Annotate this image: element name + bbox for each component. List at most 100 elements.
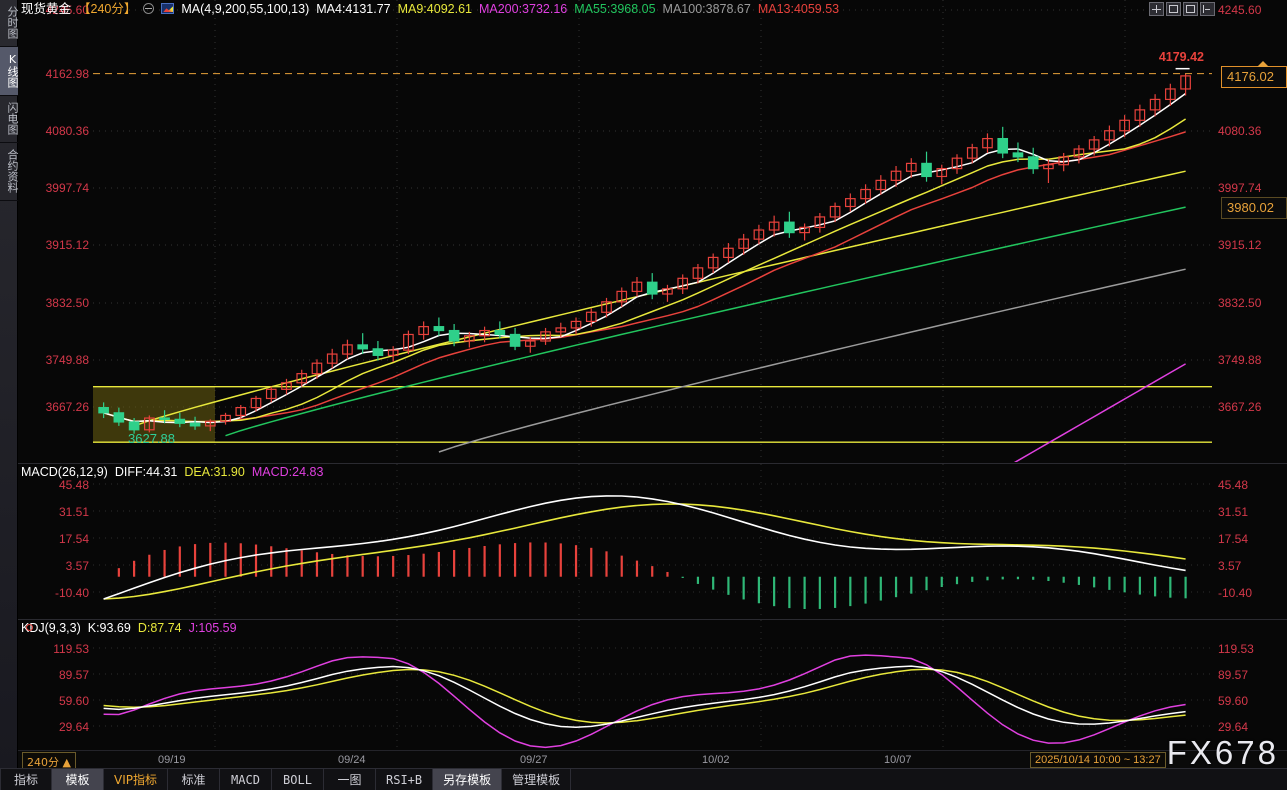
toolbar-template[interactable]: 模板 xyxy=(52,769,104,790)
macd-axis-right: 45.48 31.51 17.54 3.57 -10.40 xyxy=(1212,464,1287,618)
toolbar-one-chart[interactable]: 一图 xyxy=(324,769,376,790)
sidebar-tab-time-chart[interactable]: 分时图 xyxy=(0,0,19,47)
watermark: FX678 xyxy=(1166,734,1279,771)
toolbar-indicators[interactable]: 指标 xyxy=(0,769,52,790)
kdj-panel: KDJ(9,3,3) K:93.69 D:87.74 J:105.59 119.53 … xyxy=(18,619,1287,752)
price-tick-right: 4245.60 xyxy=(1218,3,1262,17)
sidebar-tab-contract-info[interactable]: 合约资料 xyxy=(0,143,19,201)
price-tick-left: 3667.26 xyxy=(45,400,89,414)
sidebar-tab-lightning[interactable]: 闪电图 xyxy=(0,96,19,143)
macd-tick-left: -10.40 xyxy=(54,586,89,600)
macd-tick-right: -10.40 xyxy=(1218,586,1253,600)
sidebar-tab-kline[interactable]: K线图 xyxy=(0,47,19,96)
price-axis-left: 4245.60 4162.98 4080.36 3997.74 3915.12 … xyxy=(18,0,93,462)
secondary-price-tag[interactable]: 3980.02 xyxy=(1221,197,1287,219)
minus-circle-icon[interactable] xyxy=(143,3,155,14)
ma9-value: MA9:4092.61 xyxy=(397,2,472,16)
kdj-tick-left: 89.57 xyxy=(58,668,89,682)
price-axis-right: 4245.60 4080.36 3997.74 3915.12 3832.50 … xyxy=(1212,0,1287,462)
time-axis: 240分 ▲ 09/19 09/24 09/27 10/02 10/07 202… xyxy=(18,750,1287,772)
time-tick: 09/24 xyxy=(338,754,366,766)
kdj-tick-left: 29.64 xyxy=(58,720,89,734)
bottom-toolbar: 指标 模板 VIP指标 标准 MACD BOLL 一图 RSI+B 另存模板 管… xyxy=(0,768,1287,790)
price-legend: 现货黄金 【240分】 MA(4,9,200,55,100,13) MA4:4131.… xyxy=(18,0,846,17)
macd-diff-value: DIFF:44.31 xyxy=(114,465,178,479)
toolbar-standard[interactable]: 标准 xyxy=(168,769,220,790)
price-tick-left: 3997.74 xyxy=(45,181,89,195)
kdj-tick-right: 119.53 xyxy=(1218,642,1254,656)
low-price-label: 3627.88 xyxy=(128,431,175,446)
ma200-value: MA200:3732.16 xyxy=(478,2,568,16)
current-price-tag[interactable]: 4176.02 xyxy=(1221,66,1287,88)
macd-plot-area[interactable] xyxy=(93,464,1212,618)
macd-chart xyxy=(93,464,1212,618)
kdj-k-value: K:93.69 xyxy=(87,621,131,635)
record-dot-icon xyxy=(26,624,33,631)
exit-icon[interactable] xyxy=(1200,2,1215,16)
ma100-value: MA100:3878.67 xyxy=(662,2,751,16)
kdj-j-value: J:105.59 xyxy=(188,621,237,635)
price-tick-left: 3915.12 xyxy=(45,238,89,252)
kdj-title: KDJ(9,3,3) xyxy=(21,621,81,635)
price-plot-area[interactable] xyxy=(93,0,1212,462)
ma55-value: MA55:3968.05 xyxy=(574,2,656,16)
ma-params: MA(4,9,200,55,100,13) xyxy=(181,2,310,16)
window-icon-group xyxy=(1149,2,1215,16)
macd-tick-right: 45.48 xyxy=(1218,478,1249,492)
kdj-plot-area[interactable] xyxy=(93,620,1212,752)
time-tick: 09/27 xyxy=(520,754,548,766)
price-tick-right: 3915.12 xyxy=(1218,238,1262,252)
high-price-label: 4179.42 xyxy=(1158,50,1204,64)
macd-legend: MACD(26,12,9) DIFF:44.31 DEA:31.90 MACD:24.… xyxy=(18,464,330,481)
kdj-tick-right: 29.64 xyxy=(1218,720,1249,734)
kdj-axis-right: 119.53 89.57 59.60 29.64 xyxy=(1212,620,1287,752)
kdj-tick-left: 119.53 xyxy=(53,642,89,656)
time-tick: 10/02 xyxy=(702,754,730,766)
toolbar-save-template[interactable]: 另存模板 xyxy=(433,769,503,790)
kdj-tick-right: 59.60 xyxy=(1218,694,1249,708)
symbol-name: 现货黄金 xyxy=(21,1,72,16)
price-marker-arrow xyxy=(1257,61,1269,67)
chart-right-icon[interactable] xyxy=(1183,2,1198,16)
ma4-value: MA4:4131.77 xyxy=(316,2,391,16)
price-tick-left: 4162.98 xyxy=(45,67,89,81)
indicator-chart-icon[interactable] xyxy=(161,3,175,14)
kdj-tick-right: 89.57 xyxy=(1218,668,1249,682)
toolbar-rsi-b[interactable]: RSI+B xyxy=(376,769,434,790)
left-tab-rail: 分时图 K线图 闪电图 合约资料 xyxy=(0,0,19,768)
price-tick-right: 3997.74 xyxy=(1218,181,1262,195)
macd-tick-left: 31.51 xyxy=(58,505,89,519)
time-tick: 09/19 xyxy=(158,754,186,766)
price-tick-left: 4245.60 xyxy=(45,3,89,17)
toolbar-manage-template[interactable]: 管理模板 xyxy=(502,769,572,790)
price-panel: 现货黄金 【240分】 MA(4,9,200,55,100,13) MA4:4131.… xyxy=(18,0,1287,462)
macd-tick-right: 3.57 xyxy=(1218,559,1242,573)
macd-tick-right: 17.54 xyxy=(1218,532,1249,546)
crosshair-icon[interactable] xyxy=(1149,2,1164,16)
toolbar-vip-indicators[interactable]: VIP指标 xyxy=(104,769,168,790)
price-tick-right: 3667.26 xyxy=(1218,400,1262,414)
macd-macd-value: MACD:24.83 xyxy=(251,465,324,479)
period-label: 【240分】 xyxy=(78,2,137,16)
price-tick-right: 3749.88 xyxy=(1218,353,1262,367)
macd-axis-left: 45.48 31.51 17.54 3.57 -10.40 xyxy=(18,464,93,618)
kdj-axis-left: 119.53 89.57 59.60 29.64 xyxy=(18,620,93,752)
macd-tick-right: 31.51 xyxy=(1218,505,1249,519)
toolbar-boll[interactable]: BOLL xyxy=(272,769,324,790)
macd-tick-left: 17.54 xyxy=(58,532,89,546)
kdj-d-value: D:87.74 xyxy=(137,621,182,635)
kdj-legend: KDJ(9,3,3) K:93.69 D:87.74 J:105.59 xyxy=(18,620,244,637)
price-tick-right: 4080.36 xyxy=(1218,124,1262,138)
time-range-badge[interactable]: 2025/10/14 10:00 ~ 13:27 xyxy=(1030,752,1166,768)
chart-left-icon[interactable] xyxy=(1166,2,1181,16)
toolbar-macd[interactable]: MACD xyxy=(220,769,272,790)
price-tick-right: 3832.50 xyxy=(1218,296,1262,310)
macd-dea-value: DEA:31.90 xyxy=(184,465,245,479)
time-tick: 10/07 xyxy=(884,754,912,766)
kdj-chart xyxy=(93,620,1212,752)
price-tick-left: 3749.88 xyxy=(45,353,89,367)
candlestick-chart xyxy=(93,0,1212,462)
kdj-tick-left: 59.60 xyxy=(58,694,89,708)
price-tick-left: 4080.36 xyxy=(45,124,89,138)
